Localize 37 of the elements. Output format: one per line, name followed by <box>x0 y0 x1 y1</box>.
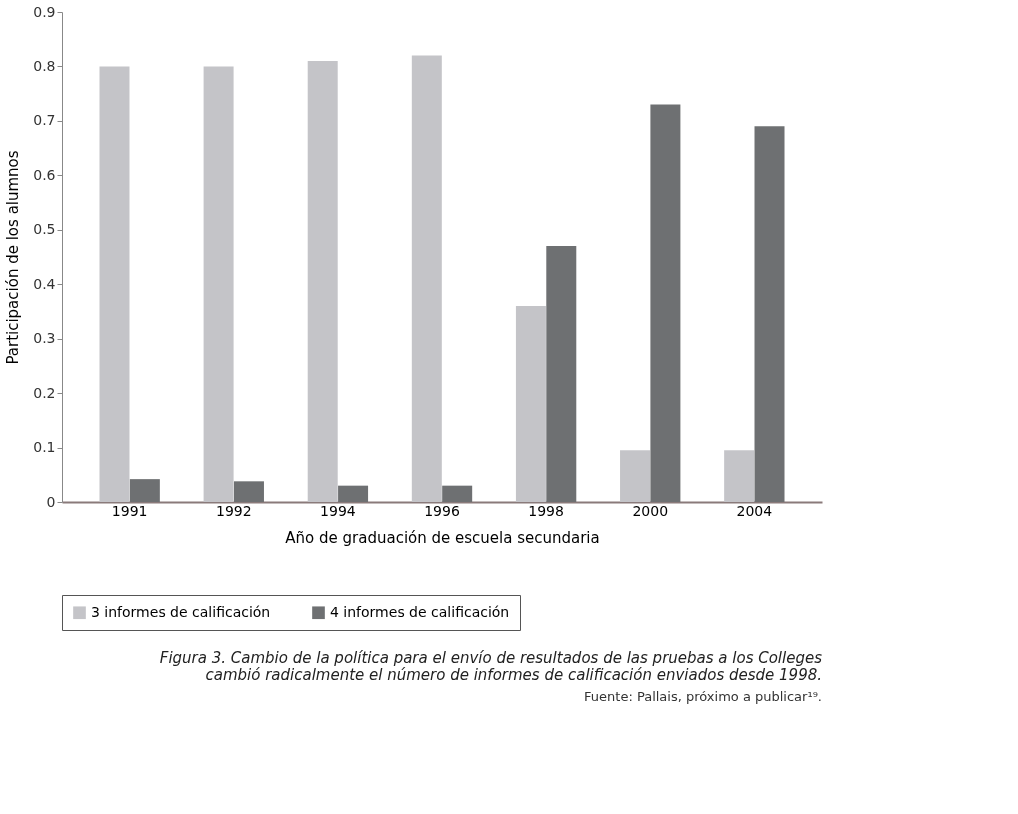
bar <box>546 246 577 502</box>
bar <box>99 66 130 502</box>
x-tick-label: 2004 <box>736 502 773 519</box>
y-axis-title: Participación de los alumnos <box>4 150 23 365</box>
y-tick-label: 0.8 <box>33 57 56 74</box>
bar <box>233 481 264 502</box>
bar <box>338 485 369 502</box>
bar <box>203 66 234 502</box>
legend-label: 4 informes de calificación <box>330 603 510 620</box>
x-tick-label: 1998 <box>528 502 564 519</box>
bar <box>724 450 755 502</box>
x-tick-label: 1991 <box>111 502 148 519</box>
y-tick-label: 0.1 <box>33 439 56 456</box>
bar <box>620 450 651 502</box>
y-tick-label: 0.5 <box>33 221 56 238</box>
bar <box>129 479 160 502</box>
bar <box>515 306 546 502</box>
y-tick-label: 0.7 <box>33 112 56 129</box>
text: Figura 3. Cambio de la política para el envío de resultados de las pruebas a los Colleges cambió radicalmente el número de informes de calificación enviados desde 1998. <box>159 648 823 684</box>
x-tick-label: 2000 <box>632 502 669 519</box>
y-tick-label: 0.6 <box>33 166 56 183</box>
source-note: Fuente: Pallais, próximo a publicar¹⁹. <box>584 688 822 704</box>
bar <box>754 126 785 502</box>
bar <box>411 55 442 502</box>
bar <box>442 485 473 502</box>
legend-label: 3 informes de calificación <box>91 603 271 620</box>
y-tick-label: 0.9 <box>33 3 56 20</box>
x-axis-title: Año de graduación de escuela secundaria <box>285 528 600 547</box>
y-tick-label: 0.4 <box>33 275 56 292</box>
y-tick-label: 0.2 <box>33 384 56 401</box>
bar <box>307 61 338 502</box>
y-tick-label: 0 <box>46 493 56 510</box>
x-tick-label: 1992 <box>215 502 252 519</box>
bar <box>650 104 681 502</box>
x-tick-label: 1994 <box>320 502 356 519</box>
x-tick-label: 1996 <box>424 502 460 519</box>
y-tick-label: 0.3 <box>33 330 56 347</box>
